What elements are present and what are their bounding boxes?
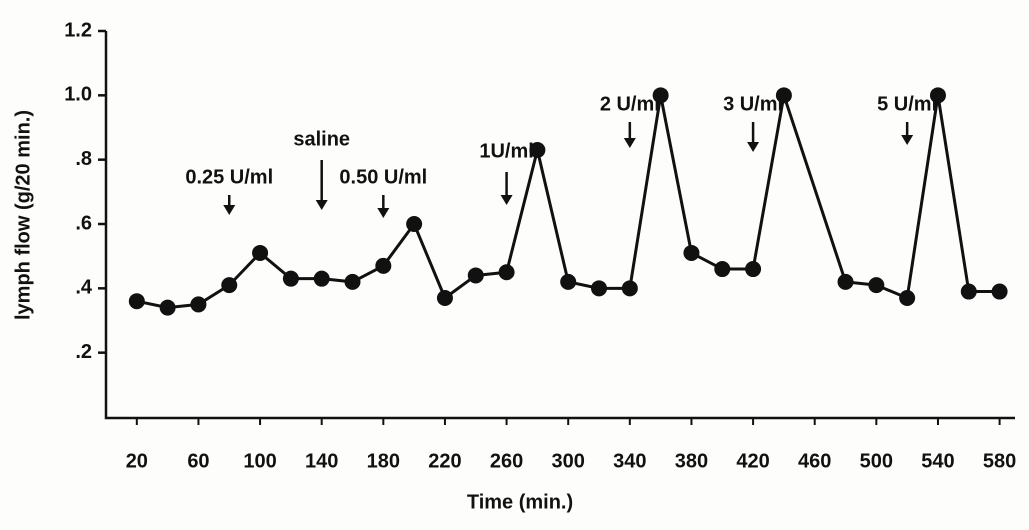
annotation-arrowhead: [623, 138, 636, 148]
x-tick-label: 20: [126, 450, 148, 472]
x-tick-label: 100: [243, 450, 276, 472]
line: [136, 94, 1000, 310]
axes: [104, 31, 1015, 420]
point: [714, 261, 731, 278]
point: [282, 270, 299, 287]
point: [745, 261, 762, 278]
annotation: 5 U/ml: [877, 93, 937, 115]
x-tick-label: 540: [921, 450, 954, 472]
point: [560, 273, 577, 290]
x-tick-label: 260: [490, 450, 523, 472]
point: [375, 257, 392, 274]
point: [991, 283, 1008, 300]
point: [190, 296, 207, 313]
point: [252, 244, 269, 261]
annotation-arrowhead: [223, 205, 236, 215]
annotation-arrowhead: [377, 208, 390, 218]
annotation-arrowhead: [500, 195, 513, 205]
y-tick-label: 1.0: [64, 84, 92, 106]
annotation: 0.50 U/ml: [339, 166, 427, 188]
point: [128, 293, 145, 310]
point: [313, 270, 330, 287]
x-tick-label: 140: [305, 450, 338, 472]
x-tick-label: 420: [736, 450, 769, 472]
point: [406, 216, 423, 232]
point: [960, 283, 977, 300]
point: [868, 277, 885, 294]
y-tick-label: .8: [75, 148, 92, 170]
y-tick-label: .6: [75, 212, 92, 234]
y-tick-label: .4: [75, 277, 93, 299]
point: [621, 280, 638, 297]
annotation: saline: [293, 128, 350, 150]
y-axis-label: lymph flow (g/20 min.): [12, 110, 34, 320]
point: [899, 289, 916, 306]
x-axis-label: Time (min.): [467, 491, 573, 513]
point: [775, 87, 792, 104]
point: [159, 299, 176, 316]
y-tick-label: .2: [75, 341, 92, 363]
x-tick-label: 300: [552, 450, 585, 472]
point: [591, 280, 608, 297]
point: [837, 273, 854, 290]
point: [652, 87, 669, 104]
x-tick-label: 380: [675, 450, 708, 472]
point: [529, 142, 546, 159]
annotation: 3 U/ml: [723, 93, 783, 115]
annotation-arrowhead: [315, 200, 328, 210]
annotation: 0.25 U/ml: [185, 166, 273, 188]
x-tick-label: 180: [367, 450, 400, 472]
x-tick-label: 580: [983, 450, 1016, 472]
point: [221, 277, 238, 294]
annotation: 1U/ml: [479, 140, 533, 162]
point: [344, 273, 361, 290]
x-tick-label: 460: [798, 450, 831, 472]
point: [467, 267, 484, 284]
point: [929, 87, 946, 104]
y-tick-label: 1.2: [64, 19, 92, 41]
x-tick-label: 220: [428, 450, 461, 472]
annotation-arrowhead: [747, 142, 760, 152]
x-tick-label: 500: [860, 450, 893, 472]
annotation: 2 U/ml: [600, 93, 660, 115]
annotation-arrowhead: [901, 135, 914, 145]
point: [436, 289, 453, 306]
point: [498, 264, 515, 281]
x-tick-label: 340: [613, 450, 646, 472]
point: [683, 244, 700, 261]
x-tick-label: 60: [187, 450, 209, 472]
